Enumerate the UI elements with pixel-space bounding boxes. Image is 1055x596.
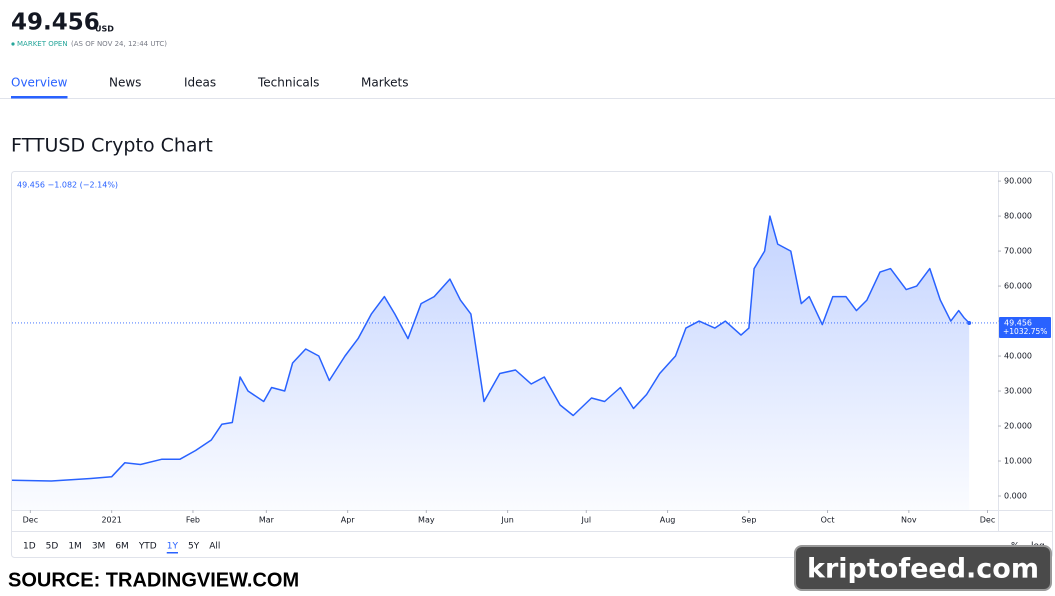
- tab[interactable]: Ideas: [184, 76, 216, 90]
- status-dot: [11, 42, 15, 46]
- range-button[interactable]: 5D: [46, 542, 59, 552]
- x-tick-label: Jun: [500, 516, 514, 525]
- market-status: MARKET OPEN: [17, 40, 68, 48]
- tab[interactable]: Overview: [11, 76, 68, 90]
- x-tick-label: Jul: [580, 516, 591, 525]
- last-price-box: [999, 316, 1051, 338]
- y-tick-label: 60.000: [1004, 282, 1032, 291]
- watermark-box: [794, 545, 1052, 591]
- x-tick-label: Aug: [660, 516, 676, 525]
- range-underline: [166, 552, 178, 554]
- tab[interactable]: Markets: [361, 76, 409, 90]
- tab[interactable]: Technicals: [257, 76, 319, 90]
- range-button[interactable]: 1Y: [167, 542, 179, 552]
- last-change-label: +1032.75%: [1003, 327, 1047, 336]
- currency: USD: [95, 25, 114, 34]
- y-tick-label: 70.000: [1004, 247, 1032, 256]
- watermark: kriptofeed.com: [807, 554, 1039, 585]
- x-tick-label: Sep: [741, 516, 756, 525]
- section-title: FTTUSD Crypto Chart: [11, 135, 213, 157]
- range-button[interactable]: 6M: [115, 542, 129, 552]
- chart-frame: [11, 171, 1053, 558]
- price-line: [11, 215, 970, 482]
- y-tick-label: 30.000: [1004, 387, 1032, 396]
- chart: [11, 215, 970, 510]
- x-tick-label: Dec: [980, 516, 995, 525]
- x-tick-label: 2021: [101, 516, 121, 525]
- x-tick-label: Mar: [259, 516, 275, 525]
- chart-legend: 49.456 −1.082 (−2.14%): [17, 181, 118, 190]
- y-tick-label: 10.000: [1004, 457, 1032, 466]
- y-tick-label: 90.000: [1004, 177, 1032, 186]
- range-button[interactable]: 3M: [92, 542, 106, 552]
- y-tick-label: 80.000: [1004, 212, 1032, 221]
- area: [12, 216, 970, 510]
- x-tick-label: Feb: [186, 516, 200, 525]
- source: SOURCE: TRADINGVIEW.COM: [8, 569, 299, 591]
- range-button[interactable]: 1M: [68, 542, 82, 552]
- x-tick-label: Apr: [341, 516, 356, 525]
- y-tick-label: 20.000: [1004, 422, 1032, 431]
- range-button[interactable]: All: [209, 542, 220, 552]
- x-tick-label: Nov: [901, 516, 917, 525]
- y-tick-label: 0.000: [1004, 492, 1027, 501]
- range-button[interactable]: YTD: [138, 542, 157, 552]
- range-button[interactable]: 5Y: [188, 542, 200, 552]
- price: 49.456: [11, 10, 100, 36]
- x-tick-label: Oct: [821, 516, 835, 525]
- as-of: (AS OF NOV 24, 12:44 UTC): [71, 40, 167, 48]
- tab-underline: [11, 96, 68, 99]
- y-tick-label: 40.000: [1004, 352, 1032, 361]
- range-button[interactable]: 1D: [23, 542, 36, 552]
- tab[interactable]: News: [109, 76, 141, 90]
- x-tick-label: Dec: [23, 516, 38, 525]
- x-tick-label: May: [418, 516, 435, 525]
- last-price-label: 49.456: [1004, 318, 1032, 327]
